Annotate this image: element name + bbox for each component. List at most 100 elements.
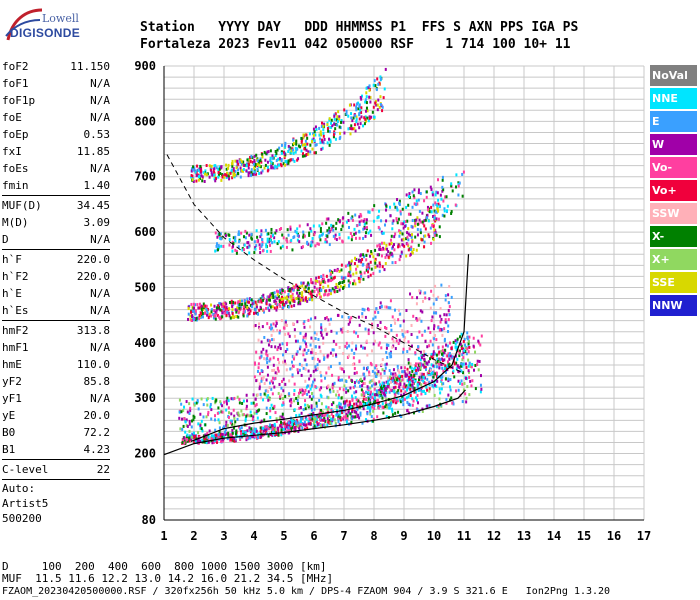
echo-point bbox=[274, 295, 277, 299]
echo-point bbox=[397, 369, 400, 373]
echo-point bbox=[402, 403, 405, 407]
echo-point bbox=[192, 179, 195, 183]
echo-point bbox=[214, 428, 217, 432]
echo-point bbox=[428, 207, 431, 211]
echo-point bbox=[299, 299, 302, 303]
echo-point bbox=[237, 168, 240, 172]
echo-point bbox=[372, 271, 375, 275]
echo-point bbox=[304, 139, 307, 143]
echo-point bbox=[398, 377, 401, 381]
echo-point bbox=[267, 427, 270, 431]
echo-point bbox=[438, 350, 441, 354]
echo-point bbox=[267, 398, 270, 402]
echo-point bbox=[249, 309, 252, 313]
echo-point bbox=[335, 413, 338, 417]
echo-point bbox=[368, 400, 371, 404]
echo-point bbox=[445, 354, 448, 358]
echo-point bbox=[261, 249, 264, 253]
echo-point bbox=[257, 409, 260, 413]
echo-point bbox=[353, 409, 356, 413]
echo-point bbox=[382, 411, 385, 415]
echo-point bbox=[220, 237, 223, 241]
echo-point bbox=[311, 236, 314, 240]
echo-point bbox=[207, 413, 210, 417]
echo-point bbox=[398, 383, 401, 387]
echo-point bbox=[381, 405, 384, 409]
echo-point bbox=[256, 239, 259, 243]
echo-point bbox=[358, 117, 361, 121]
echo-point bbox=[373, 404, 376, 408]
echo-point bbox=[245, 231, 248, 235]
echo-point bbox=[250, 414, 253, 418]
echo-point bbox=[449, 388, 452, 392]
echo-point bbox=[409, 233, 412, 237]
echo-point bbox=[369, 412, 372, 416]
echo-point bbox=[336, 285, 339, 289]
echo-point bbox=[461, 400, 464, 404]
echo-point bbox=[232, 302, 235, 306]
echo-point bbox=[280, 143, 283, 147]
param-row-yf2: yF2 85.8 bbox=[2, 373, 110, 390]
echo-point bbox=[431, 370, 434, 374]
echo-point bbox=[225, 420, 228, 424]
echo-point bbox=[248, 312, 251, 316]
echo-point bbox=[330, 118, 333, 122]
echo-point bbox=[439, 307, 442, 311]
echo-point bbox=[434, 210, 437, 214]
echo-point bbox=[230, 168, 233, 172]
echo-point bbox=[354, 231, 357, 235]
echo-point bbox=[340, 328, 343, 332]
echo-point bbox=[208, 164, 211, 168]
echo-point bbox=[394, 205, 397, 209]
echo-point bbox=[259, 298, 262, 302]
echo-point bbox=[378, 269, 381, 273]
params-group-critical-freq: foF2 11.150 foF1 N/A foF1p N/A foE N/A foEp 0.53 f… bbox=[2, 58, 110, 194]
echo-point bbox=[182, 409, 185, 413]
echo-point bbox=[272, 406, 275, 410]
echo-point bbox=[375, 364, 378, 368]
echo-point bbox=[290, 149, 293, 153]
echo-point bbox=[328, 117, 331, 121]
echo-point bbox=[227, 433, 230, 437]
echo-point bbox=[255, 305, 258, 309]
echo-point bbox=[208, 429, 211, 433]
echo-point bbox=[248, 428, 251, 432]
echo-point bbox=[414, 379, 417, 383]
echo-point bbox=[372, 419, 375, 423]
echo-point bbox=[363, 377, 366, 381]
echo-point bbox=[281, 289, 284, 293]
echo-point bbox=[320, 408, 323, 412]
echo-point bbox=[326, 234, 329, 238]
echo-point bbox=[231, 431, 234, 435]
echo-point bbox=[364, 234, 367, 238]
echo-point bbox=[237, 245, 240, 249]
echo-point bbox=[227, 399, 230, 403]
echo-point bbox=[434, 333, 437, 337]
echo-point bbox=[320, 379, 323, 383]
param-value: 220.0 bbox=[76, 270, 110, 283]
echo-point bbox=[264, 427, 267, 431]
echo-point bbox=[225, 171, 228, 175]
echo-point bbox=[435, 404, 438, 408]
echo-point bbox=[438, 205, 441, 209]
echo-point bbox=[252, 172, 255, 176]
legend-item-w: W bbox=[650, 134, 697, 155]
echo-point bbox=[363, 394, 366, 398]
echo-point bbox=[181, 441, 184, 445]
echo-point bbox=[396, 375, 399, 379]
echo-point bbox=[465, 376, 468, 380]
echo-point bbox=[315, 404, 318, 408]
echo-point bbox=[237, 303, 240, 307]
echo-point bbox=[406, 373, 409, 377]
echo-point bbox=[407, 248, 410, 252]
echo-point bbox=[426, 388, 429, 392]
echo-point bbox=[216, 438, 219, 442]
echo-point bbox=[285, 238, 288, 242]
echo-point bbox=[309, 143, 312, 147]
echo-point bbox=[232, 242, 235, 246]
echo-point bbox=[451, 189, 454, 193]
echo-point bbox=[404, 220, 407, 224]
echo-point bbox=[309, 227, 312, 231]
scaled-parameters-panel: foF2 11.150 foF1 N/A foF1p N/A foE N/A foEp 0.53 f… bbox=[2, 58, 110, 526]
echo-point bbox=[362, 253, 365, 257]
